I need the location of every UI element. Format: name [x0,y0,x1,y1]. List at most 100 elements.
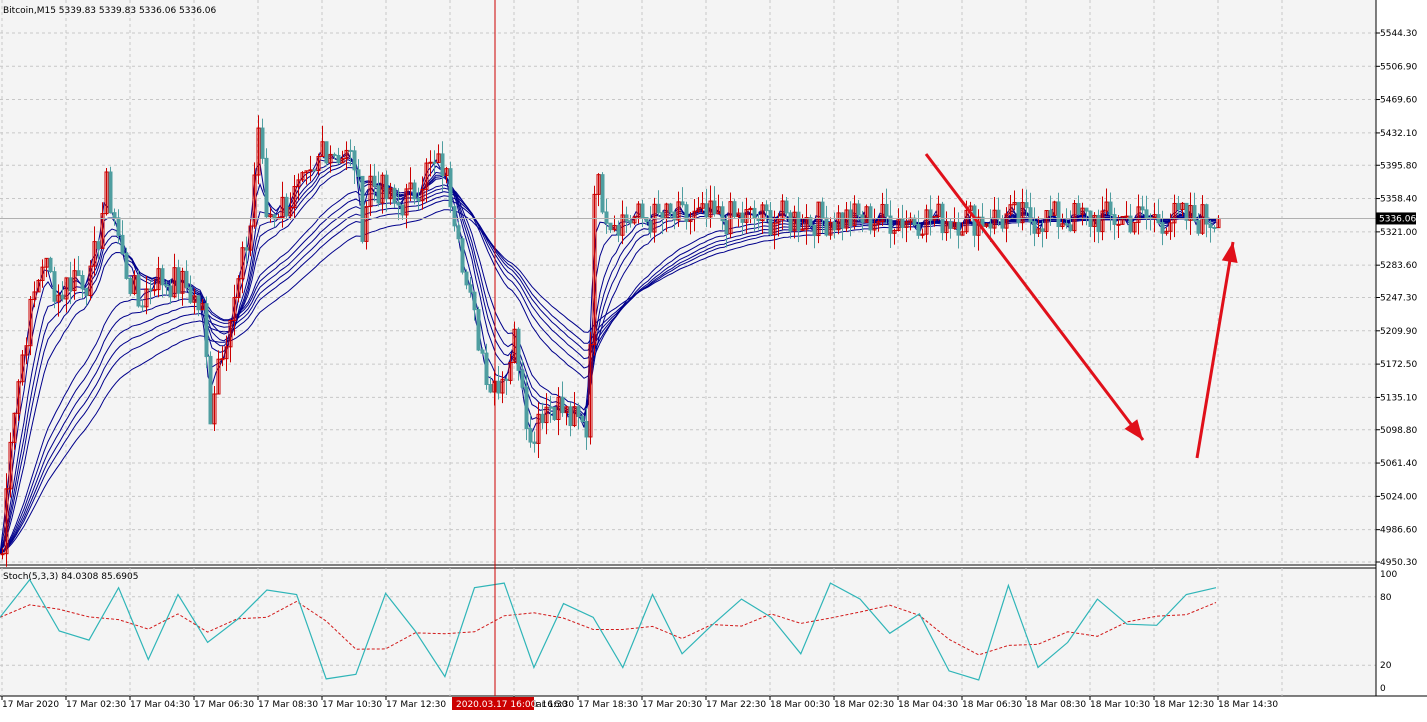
candle-body [960,231,965,236]
candle-body [368,175,373,208]
candle-body [996,209,1001,220]
candle-body [988,223,993,229]
candle-body [1096,214,1101,233]
candle-body [96,241,101,249]
candle-body [40,266,45,281]
candle-body [704,203,709,218]
ma-line [0,153,1217,554]
candle-body [124,252,129,279]
candle-body [560,396,565,414]
candle-body [116,217,121,236]
candle-body [104,171,109,215]
candle-body [728,201,733,235]
candle-body [532,441,537,444]
candle-body [1072,203,1077,232]
candle-body [644,217,649,222]
candle-body [1124,215,1129,218]
candle-body [240,247,245,280]
candle-body [456,225,461,240]
candle-body [284,196,289,217]
candle-body [1172,202,1177,224]
candle-body [964,209,969,233]
candle-body [812,224,817,237]
candle-body [936,203,941,218]
ma-line [0,151,1217,554]
candle-body [84,288,89,297]
main-pane[interactable] [0,0,1376,564]
candle-body [224,346,229,360]
current-price-label: 5336.06 [1379,214,1416,224]
candle-body [1108,201,1113,216]
candle-body [840,212,845,229]
candle-body [912,217,917,226]
y-tick-label: 5098.80 [1380,426,1417,436]
candle-body [1136,206,1141,223]
candle-body [248,225,253,251]
candle-body [508,361,513,381]
stoch-main-line [0,578,1217,681]
candle-body [388,187,393,200]
current-price-badge: 5336.06 [1376,212,1416,225]
x-tick-label: 17 Mar 20:30 [642,700,702,710]
candle-body [1104,201,1109,212]
candle-body [528,428,533,443]
candle-body [1040,228,1045,233]
x-tick-label: 17 Mar 06:30 [194,700,254,710]
candle-body [984,223,989,227]
candle-body [1060,223,1065,227]
candle-body [156,268,161,291]
y-tick-label: 5544.30 [1380,29,1417,39]
candle-body [904,221,909,228]
down-arrow-head [1124,419,1143,440]
candle-body [136,275,141,307]
candle-body [452,206,457,227]
candle-body [496,380,501,394]
candle-body [1200,204,1205,234]
candle-body [1168,222,1173,232]
stoch-pane[interactable] [0,568,1376,696]
candle-body [1164,230,1169,234]
candle-body [460,238,465,273]
y-tick-label: 5247.30 [1380,294,1417,304]
candle-body [820,201,825,219]
candle-body [1028,207,1033,223]
candle-body [464,271,469,286]
candle-body [864,206,869,223]
candle-body [824,217,829,236]
candle-body [616,224,621,236]
candle-body [660,212,665,220]
y-tick-label: 5135.10 [1380,393,1417,403]
candle-body [56,294,61,302]
candle-body [420,188,425,202]
candle-body [144,288,149,308]
candle-body [1160,222,1165,234]
candle-body [628,220,633,224]
candle-body [76,270,81,277]
candle-body [328,153,333,164]
candle-body [332,153,337,156]
candle-body [260,127,265,159]
candle-body [36,279,41,293]
candle-body [720,206,725,222]
x-tick-label: 18 Mar 02:30 [834,700,894,710]
candle-body [740,212,745,223]
x-tick-label: 17 Mar 08:30 [258,700,318,710]
candle-body [1132,221,1137,233]
candle-body [160,268,165,286]
up-arrow-head [1221,242,1238,264]
candle-body [1068,224,1073,232]
candle-body [596,174,601,195]
crosshair-time-bg [452,697,534,710]
candle-body [520,369,525,388]
candle-body [1092,214,1097,227]
candle-body [468,284,473,293]
candle-body [1084,207,1089,212]
y-tick-label: 5321.00 [1380,228,1417,238]
candle-body [1020,202,1025,224]
candle-body [232,297,237,321]
candle-body [324,141,329,164]
candle-body [992,209,997,229]
candle-body [340,158,345,164]
